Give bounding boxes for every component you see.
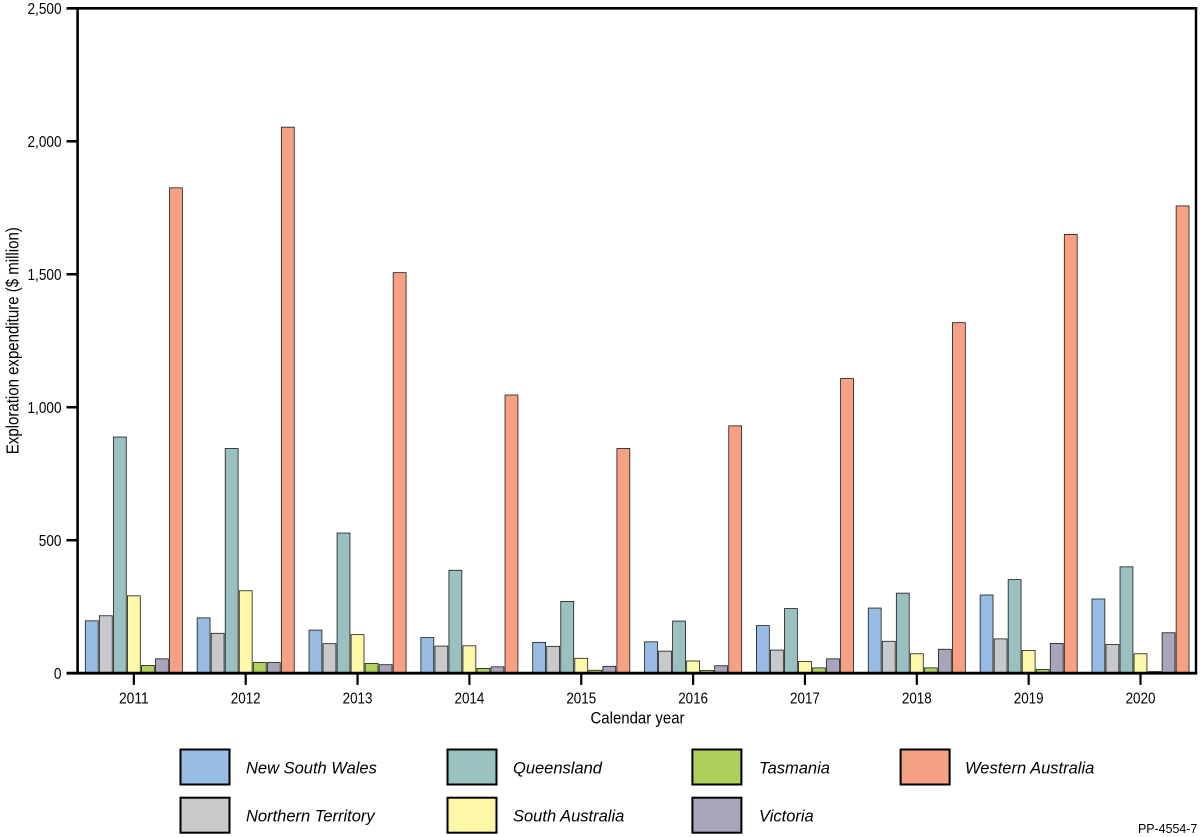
svg-text:1,500: 1,500: [28, 267, 62, 284]
svg-text:2016: 2016: [678, 690, 708, 707]
svg-text:Tasmania: Tasmania: [759, 760, 830, 778]
svg-text:2015: 2015: [566, 690, 596, 707]
svg-text:2019: 2019: [1014, 690, 1044, 707]
svg-text:2020: 2020: [1126, 690, 1156, 707]
svg-text:2014: 2014: [455, 690, 485, 707]
svg-text:Exploration expenditure ($ mil: Exploration expenditure ($ million): [3, 227, 23, 454]
svg-text:2,000: 2,000: [28, 134, 62, 151]
svg-text:Calendar year: Calendar year: [591, 709, 685, 728]
svg-text:2012: 2012: [231, 690, 261, 707]
svg-text:PP-4554-7: PP-4554-7: [1138, 821, 1197, 836]
svg-text:South Australia: South Australia: [513, 808, 624, 826]
svg-text:Western Australia: Western Australia: [965, 760, 1094, 778]
svg-text:2013: 2013: [343, 690, 373, 707]
svg-text:Victoria: Victoria: [759, 808, 814, 826]
svg-text:1,000: 1,000: [28, 400, 62, 417]
svg-text:Queensland: Queensland: [513, 760, 603, 778]
svg-text:500: 500: [39, 533, 62, 550]
svg-text:New South Wales: New South Wales: [246, 760, 377, 778]
svg-text:2011: 2011: [119, 690, 149, 707]
svg-text:0: 0: [54, 666, 62, 683]
svg-text:2,500: 2,500: [28, 1, 62, 18]
svg-text:2017: 2017: [790, 690, 820, 707]
svg-text:Northern Territory: Northern Territory: [246, 808, 376, 826]
svg-text:2018: 2018: [902, 690, 932, 707]
